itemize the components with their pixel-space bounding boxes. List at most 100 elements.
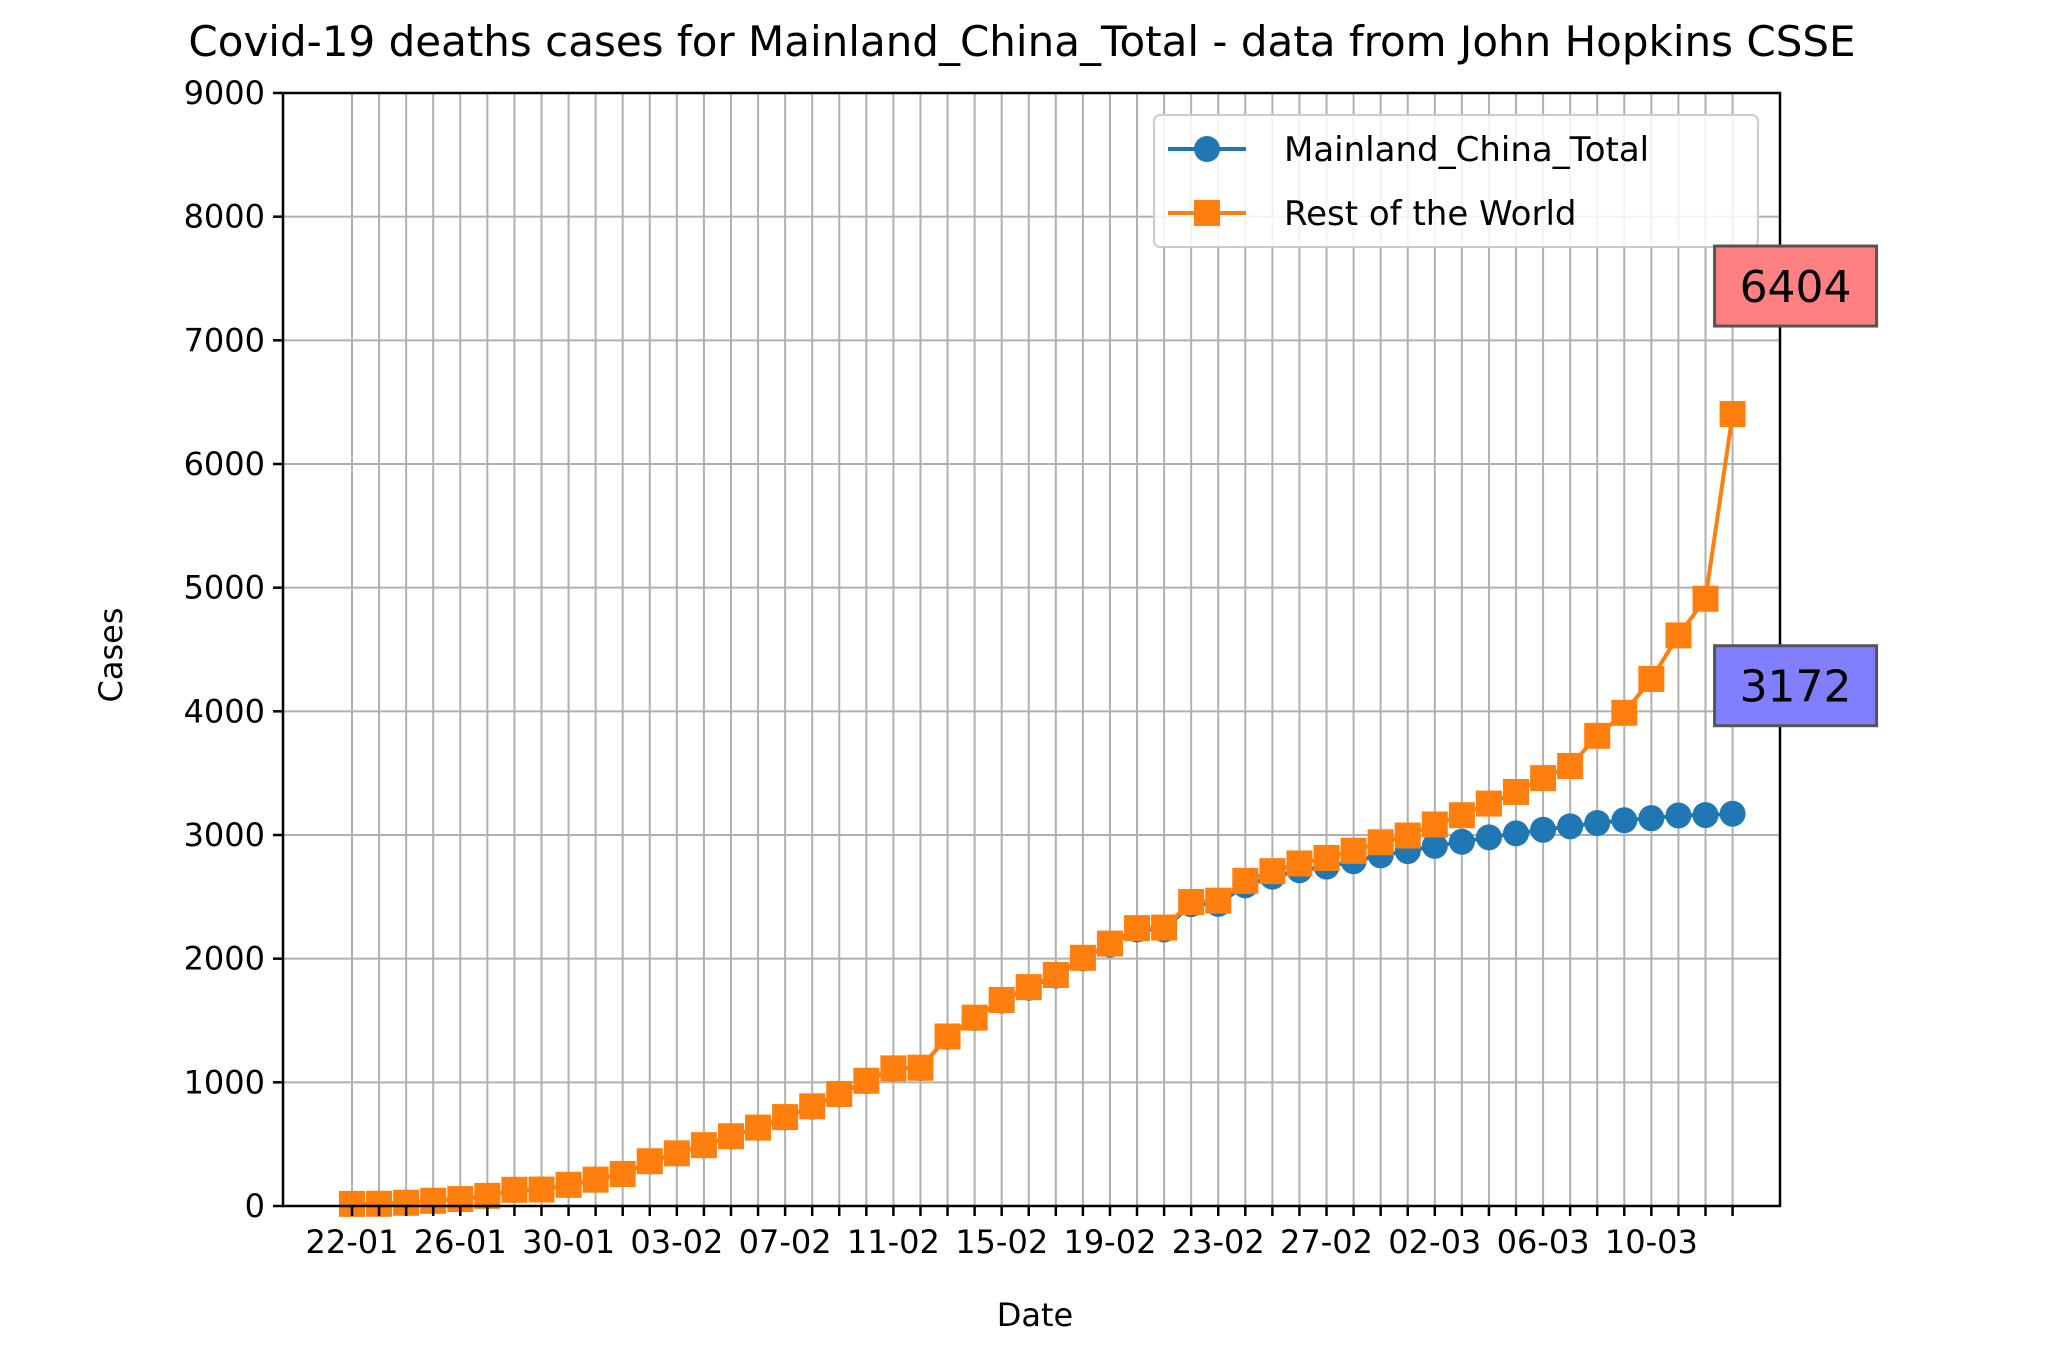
y-tick-label: 6000	[184, 445, 265, 483]
data-point	[1259, 858, 1286, 885]
data-point	[528, 1176, 555, 1203]
data-point	[1178, 889, 1205, 916]
x-tick-label: 07-02	[739, 1223, 832, 1261]
data-point	[582, 1166, 609, 1193]
x-tick-label: 23-02	[1172, 1223, 1265, 1261]
data-point	[1394, 822, 1421, 849]
data-point	[1557, 813, 1584, 840]
data-point	[555, 1171, 582, 1198]
data-point	[1530, 765, 1557, 792]
x-tick-label: 06-03	[1497, 1223, 1590, 1261]
data-point	[1611, 807, 1638, 834]
x-tick-label: 19-02	[1063, 1223, 1156, 1261]
data-point	[988, 986, 1015, 1013]
legend-box	[1153, 114, 1759, 248]
series-rest-of-the-world	[339, 401, 1746, 1217]
data-point	[1448, 828, 1475, 855]
data-point	[1124, 915, 1151, 942]
x-tick-label: 27-02	[1280, 1223, 1373, 1261]
data-point	[1530, 816, 1557, 843]
legend-marker	[1194, 136, 1220, 162]
data-point	[1421, 832, 1448, 859]
chart-title: Covid-19 deaths cases for Mainland_China…	[188, 17, 1855, 66]
y-tick-label: 1000	[184, 1063, 265, 1101]
series-mainland-china-total	[339, 800, 1746, 1217]
data-point	[636, 1148, 663, 1175]
legend: Mainland_China_Total Rest of the World	[1153, 114, 1759, 248]
data-point	[907, 1054, 934, 1081]
data-point	[1205, 887, 1232, 914]
end-value-box	[1713, 644, 1879, 728]
data-point	[1232, 867, 1259, 894]
data-point	[799, 1093, 826, 1120]
end-value-box	[1713, 244, 1879, 328]
data-point	[717, 1123, 744, 1150]
y-tick-label: 7000	[184, 321, 265, 359]
end-value-text: 6404	[1740, 262, 1852, 313]
data-point	[1719, 800, 1746, 827]
data-point	[961, 1004, 988, 1031]
series-line	[351, 811, 1733, 1206]
data-point	[1367, 829, 1394, 856]
plot-frame	[281, 91, 1782, 1208]
x-axis-label: Date	[997, 1296, 1073, 1334]
data-point	[1286, 850, 1313, 877]
data-point	[1638, 665, 1665, 692]
data-point	[826, 1080, 853, 1107]
end-value-label: 6404	[1713, 244, 1879, 328]
data-point	[1096, 930, 1123, 957]
data-point	[474, 1182, 501, 1209]
data-point	[1665, 622, 1692, 649]
grid	[283, 92, 1780, 1207]
y-tick-label: 3000	[184, 816, 265, 854]
end-value-text: 3172	[1740, 662, 1852, 713]
legend-label: Rest of the World	[1284, 194, 1577, 234]
data-point	[1611, 699, 1638, 726]
legend-marker	[1194, 200, 1220, 226]
x-tick-label: 22-01	[306, 1223, 399, 1261]
end-value-label: 3172	[1713, 644, 1879, 728]
legend-item: Rest of the World	[1168, 194, 1577, 234]
data-point	[1584, 722, 1611, 749]
series-layer	[339, 401, 1746, 1217]
legend-item: Mainland_China_Total	[1168, 130, 1649, 170]
data-point	[772, 1104, 799, 1131]
data-point	[1475, 824, 1502, 851]
series-line	[351, 413, 1735, 1206]
data-point	[1069, 944, 1096, 971]
data-point	[1340, 837, 1367, 864]
data-point	[1638, 805, 1665, 832]
x-tick-label: 15-02	[955, 1223, 1048, 1261]
y-tick-label: 9000	[184, 74, 265, 112]
data-point	[1151, 914, 1178, 941]
y-tick-label: 4000	[184, 692, 265, 730]
data-point	[1692, 585, 1719, 612]
x-tick-label: 30-01	[522, 1223, 615, 1261]
data-point	[1313, 845, 1340, 872]
data-point	[663, 1140, 690, 1167]
data-point	[501, 1176, 528, 1203]
data-point	[609, 1160, 636, 1187]
data-point	[745, 1114, 772, 1141]
data-point	[934, 1023, 961, 1050]
legend-label: Mainland_China_Total	[1284, 130, 1649, 170]
data-point	[1692, 802, 1719, 829]
data-point	[853, 1067, 880, 1094]
data-point	[1665, 802, 1692, 829]
data-point	[1448, 802, 1475, 829]
y-tick-label: 8000	[184, 198, 265, 236]
data-point	[1015, 974, 1042, 1001]
data-point	[1503, 820, 1530, 847]
data-point	[690, 1132, 717, 1159]
y-tick-label: 2000	[184, 940, 265, 978]
y-tick-label: 0	[245, 1187, 265, 1225]
x-tick-label: 26-01	[414, 1223, 507, 1261]
data-point	[1503, 778, 1530, 805]
x-tick-label: 02-03	[1388, 1223, 1481, 1261]
x-tick-label: 11-02	[847, 1223, 940, 1261]
data-point	[1557, 752, 1584, 779]
y-axis-label: Cases	[92, 608, 130, 703]
y-tick-label: 5000	[184, 569, 265, 607]
data-point	[1421, 811, 1448, 838]
